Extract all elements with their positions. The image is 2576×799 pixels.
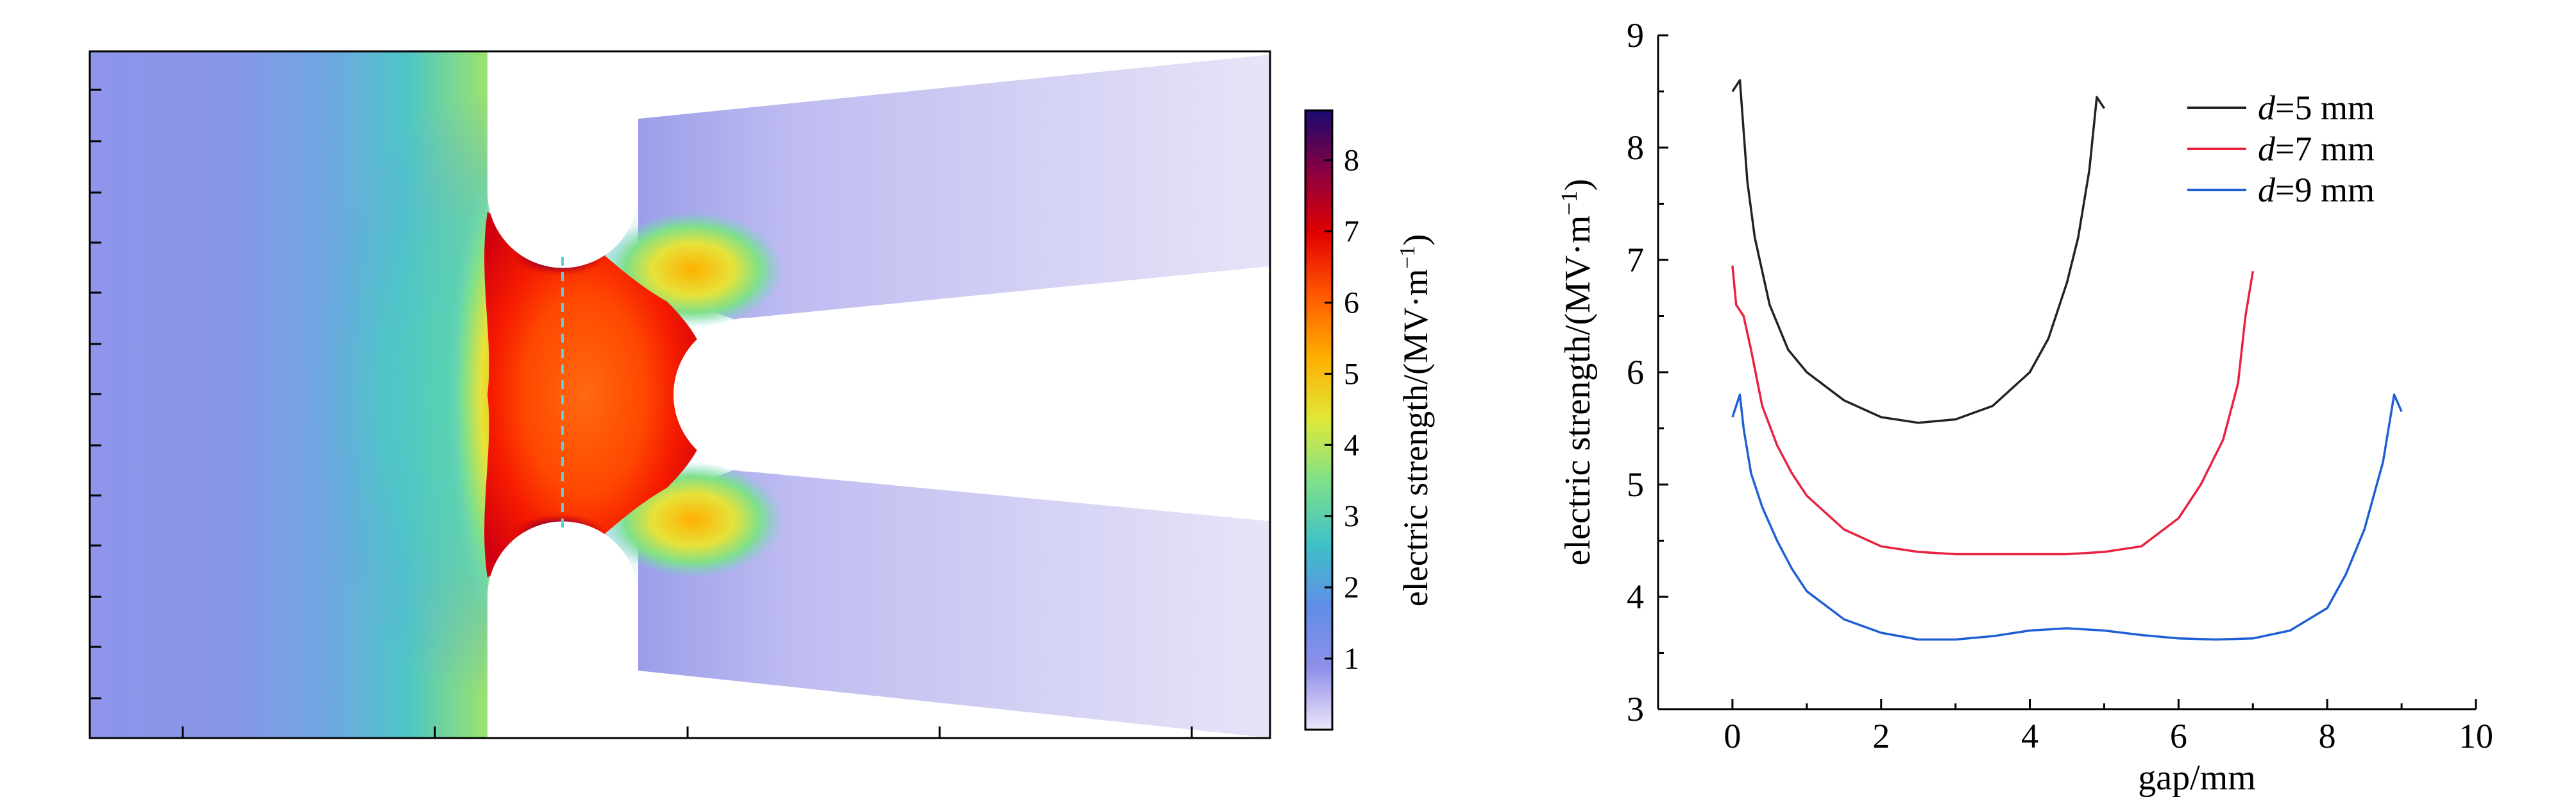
legend-label: d=9 mm (2258, 171, 2375, 209)
colorbar-tick-label: 1 (1344, 642, 1359, 676)
legend-label: d=5 mm (2258, 89, 2375, 127)
legend: d=5 mmd=7 mmd=9 mm (2187, 89, 2375, 209)
line-chart: 0 2 4 6 8 10 3 4 5 6 7 8 9 gap/mm electric strength/… (1556, 16, 2493, 798)
electrode-lower (487, 521, 638, 738)
colorbar-tick-label: 3 (1344, 499, 1359, 533)
field-map: 1 2 3 4 5 6 7 8 electric strength/(MV·m−1) (89, 50, 1435, 739)
gap-high-field (484, 212, 708, 578)
y-tick-label: 5 (1627, 465, 1644, 504)
outside-lower (638, 671, 1270, 738)
legend-label: d=7 mm (2258, 130, 2375, 168)
electrode-right (674, 266, 1270, 521)
colorbar-tick-label: 2 (1344, 571, 1359, 605)
colorbar: 1 2 3 4 5 6 7 8 electric strength/(MV·m−1) (1304, 109, 1435, 731)
x-tick-label: 0 (1724, 717, 1741, 755)
x-tick-label: 2 (1872, 717, 1890, 755)
electrode-upper (487, 51, 638, 268)
outside-upper (638, 51, 1270, 119)
y-tick-label: 7 (1627, 241, 1644, 279)
y-tick-label: 8 (1627, 128, 1644, 167)
y-tick-label: 6 (1627, 353, 1644, 391)
map-left-ticks (90, 89, 101, 700)
colorbar-label: electric strength/(MV·m−1) (1396, 234, 1435, 607)
far-field-upper (638, 55, 1270, 321)
series-line-3 (1731, 393, 2403, 641)
series-line-1 (1731, 79, 2105, 424)
map-bottom-ticks (182, 726, 1193, 738)
x-tick-label: 10 (2459, 717, 2493, 755)
x-axis-label: gap/mm (2138, 758, 2256, 798)
colorbar-tick-label: 6 (1344, 286, 1359, 320)
x-tick-label: 6 (2170, 717, 2187, 755)
colorbar-tick-label: 4 (1344, 428, 1359, 462)
far-field-lower (638, 468, 1270, 738)
y-axis-label: electric strength/(MV·m−1) (1556, 179, 1598, 566)
colorbar-gradient (1304, 109, 1334, 731)
y-tick-label: 4 (1627, 578, 1644, 616)
x-tick-label: 8 (2319, 717, 2336, 755)
series-line-2 (1731, 265, 2255, 556)
colorbar-tick-label: 8 (1344, 144, 1359, 178)
colorbar-tick-label: 7 (1344, 215, 1359, 249)
colorbar-tick-label: 5 (1344, 357, 1359, 391)
x-tick-label: 4 (2021, 717, 2038, 755)
y-tick-label: 3 (1627, 690, 1644, 728)
y-tick-label: 9 (1627, 16, 1644, 55)
